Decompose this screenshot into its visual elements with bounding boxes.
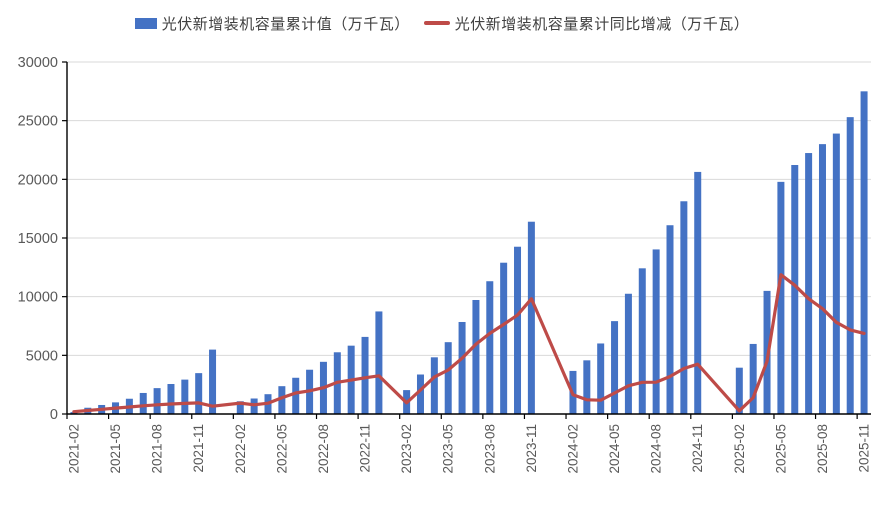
bar [500, 262, 508, 414]
bar [375, 311, 383, 414]
bar [860, 91, 868, 414]
x-tick-label: 2022-11 [358, 424, 373, 473]
x-tick-label: 2024-11 [690, 424, 705, 473]
bar [583, 360, 591, 414]
bar [666, 225, 674, 414]
y-tick-label: 10000 [18, 290, 58, 306]
bar [597, 343, 605, 414]
bar [624, 293, 632, 414]
bar-series-swatch-icon [134, 17, 157, 29]
bar [832, 133, 840, 414]
x-tick-label: 2025-08 [815, 424, 830, 474]
bar [278, 386, 286, 414]
bar [444, 342, 452, 414]
x-tick-label: 2021-11 [191, 424, 206, 473]
x-tick-label: 2023-08 [482, 424, 497, 474]
bar [361, 336, 369, 414]
x-tick-label: 2022-05 [274, 424, 289, 474]
y-tick-label: 20000 [18, 172, 58, 188]
bar [514, 246, 522, 414]
y-tick-label: 25000 [18, 114, 58, 130]
x-tick-label: 2024-05 [607, 424, 622, 474]
bar [846, 117, 854, 414]
bar [638, 268, 646, 414]
bar [791, 165, 799, 414]
x-tick-label: 2025-11 [857, 424, 872, 473]
x-tick-label: 2023-02 [399, 424, 414, 474]
y-tick-label: 30000 [18, 55, 58, 71]
chart-legend: 光伏新增装机容量累计值（万千瓦） 光伏新增装机容量累计同比增减（万千瓦） [0, 10, 884, 36]
x-tick-label: 2022-02 [233, 424, 248, 474]
bar [486, 281, 494, 414]
bar [472, 299, 480, 414]
legend-item-line-series: 光伏新增装机容量累计同比增减（万千瓦） [423, 13, 750, 34]
yoy-line [72, 273, 866, 414]
bar [749, 343, 757, 414]
bar [416, 374, 424, 414]
bar [611, 321, 619, 414]
bar-series-label: 光伏新增装机容量累计值（万千瓦） [161, 15, 410, 33]
x-tick-label: 2021-02 [66, 424, 81, 474]
y-tick-label: 15000 [18, 231, 58, 247]
x-tick-label: 2021-08 [150, 424, 165, 474]
x-tick-label: 2022-08 [316, 424, 331, 474]
bar [153, 388, 161, 414]
y-tick-label: 5000 [26, 348, 58, 364]
bar [735, 367, 743, 414]
bar [458, 321, 466, 414]
x-tick-label: 2024-08 [649, 424, 664, 474]
bar [694, 171, 702, 414]
bar [430, 357, 438, 414]
bar [209, 349, 217, 414]
bar [527, 221, 535, 414]
x-tick-label: 2025-02 [732, 424, 747, 474]
x-tick-label: 2023-05 [441, 424, 456, 474]
x-tick-label: 2021-05 [108, 424, 123, 474]
x-tick-label: 2023-11 [524, 424, 539, 473]
bar [805, 153, 813, 414]
bar [181, 379, 189, 414]
bar [236, 401, 244, 414]
bar [680, 201, 688, 414]
bar [652, 249, 660, 414]
bar [167, 384, 175, 414]
y-tick-label: 0 [50, 407, 58, 423]
bar [777, 181, 785, 414]
bar [292, 377, 300, 414]
legend-item-bar-series: 光伏新增装机容量累计值（万千瓦） [134, 13, 410, 34]
x-tick-label: 2024-02 [565, 424, 580, 474]
line-series-label: 光伏新增装机容量累计同比增减（万千瓦） [454, 15, 750, 33]
bar [818, 144, 826, 414]
bar [195, 373, 203, 414]
bar [139, 392, 147, 414]
line-series-swatch-icon [423, 21, 450, 25]
x-tick-label: 2025-05 [773, 424, 788, 474]
